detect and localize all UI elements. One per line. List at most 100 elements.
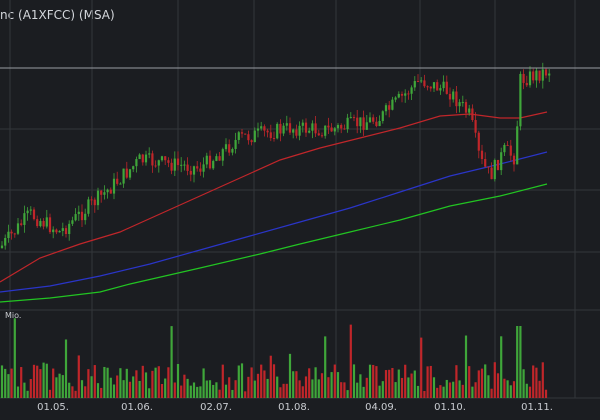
candle-body-35	[112, 178, 116, 194]
volume-bar-28	[90, 376, 93, 398]
volume-bar-75	[240, 363, 244, 398]
candle-body-141	[452, 91, 455, 100]
volume-bar-95	[304, 376, 308, 398]
candle-body-86	[276, 123, 279, 139]
candle-body-129	[413, 81, 416, 88]
candle-body-57	[183, 164, 186, 166]
candle-body-83	[266, 130, 269, 133]
candle-body-66	[212, 160, 215, 169]
volume-bar-153	[490, 388, 493, 398]
candle-body-137	[439, 88, 442, 91]
candle-body-68	[218, 156, 221, 161]
candle-body-166	[532, 71, 535, 81]
volume-bar-70	[224, 384, 228, 398]
candle-body-140	[448, 93, 452, 100]
candle-body-7	[23, 213, 26, 225]
candle-body-41	[132, 166, 135, 170]
candle-body-10	[32, 209, 36, 220]
candle-body-52	[167, 160, 170, 163]
ma-long-line	[0, 183, 548, 303]
candle-body-148	[474, 120, 477, 133]
volume-bar-65	[208, 380, 212, 398]
candle-body-157	[503, 144, 506, 153]
grid	[0, 0, 600, 399]
volume-bar-154	[493, 362, 496, 398]
candle-body-114	[365, 122, 368, 130]
candle-body-101	[324, 125, 327, 136]
candle-body-164	[525, 82, 528, 86]
volume-bar-136	[436, 387, 439, 398]
volume-bar-167	[535, 367, 538, 398]
candle-body-11	[36, 219, 39, 227]
volume-bar-99	[317, 379, 320, 398]
candle-body-21	[68, 223, 71, 235]
candle-body-45	[144, 154, 148, 163]
candle-body-163	[522, 73, 525, 83]
candle-body-147	[471, 108, 474, 121]
candle-body-30	[96, 190, 100, 206]
candle-body-158	[506, 144, 509, 146]
candle-body-156	[500, 152, 503, 171]
candle-body-36	[116, 178, 119, 184]
volume-bar-16	[52, 368, 55, 398]
volume-unit-label: Mio.	[5, 311, 22, 320]
candle-body-145	[464, 102, 468, 113]
volume-bar-120	[384, 370, 388, 398]
candle-body-55	[176, 158, 180, 166]
volume-bar-13	[42, 362, 45, 398]
volume-bar-66	[212, 384, 215, 398]
candle-body-171	[548, 73, 551, 76]
volume-bar-32	[103, 366, 106, 398]
candle-body-160	[512, 155, 516, 165]
volume-bar-107	[343, 382, 346, 398]
candle-body-146	[468, 108, 471, 113]
candle-body-95	[304, 122, 308, 133]
volume-bar-10	[32, 364, 36, 398]
candle-body-18	[58, 230, 61, 233]
volume-bar-168	[538, 380, 541, 398]
volume-bar-21	[68, 382, 71, 398]
volume-bar-55	[176, 363, 180, 398]
candle-body-13	[42, 220, 45, 227]
candle-body-53	[170, 162, 173, 171]
volume-bar-0	[0, 365, 4, 398]
candle-body-92	[295, 129, 298, 136]
candle-body-93	[298, 125, 301, 136]
volume-bar-6	[20, 367, 23, 398]
candle-body-40	[128, 169, 132, 178]
candle-body-62	[199, 168, 202, 172]
volume-bar-50	[160, 384, 164, 398]
volume-bar-23	[74, 390, 77, 398]
volume-bar-140	[448, 382, 452, 398]
candle-body-5	[16, 223, 20, 234]
candle-body-144	[461, 102, 464, 104]
volume-bar-92	[295, 371, 298, 398]
volume-bar-67	[215, 382, 218, 398]
candle-body-126	[404, 93, 407, 96]
candle-body-152	[487, 166, 490, 168]
candle-body-9	[29, 209, 32, 211]
volume-bar-38	[122, 380, 125, 398]
candle-body-76	[244, 133, 247, 135]
candle-body-115	[368, 117, 372, 123]
volume-bar-122	[391, 367, 394, 398]
volume-bar-129	[413, 370, 416, 398]
volume-bar-62	[199, 386, 202, 398]
volume-bar-15	[48, 389, 52, 398]
volume-bar-42	[135, 370, 138, 398]
volume-bar-64	[205, 380, 208, 398]
candle-body-89	[285, 123, 288, 126]
volume-bar-22	[71, 386, 74, 398]
volume-bar-77	[247, 376, 250, 398]
candle-body-120	[384, 105, 388, 112]
volume-bar-87	[279, 387, 282, 398]
moving-averages	[0, 111, 548, 303]
candle-body-84	[269, 132, 272, 139]
volume-bar-149	[477, 370, 480, 398]
candle-body-150	[480, 150, 484, 160]
chart-title: nc (A1XFCC) (MSA)	[0, 8, 115, 22]
volume-bar-162	[519, 326, 522, 398]
volume-bar-25	[80, 380, 84, 398]
volume-bar-37	[119, 368, 122, 398]
